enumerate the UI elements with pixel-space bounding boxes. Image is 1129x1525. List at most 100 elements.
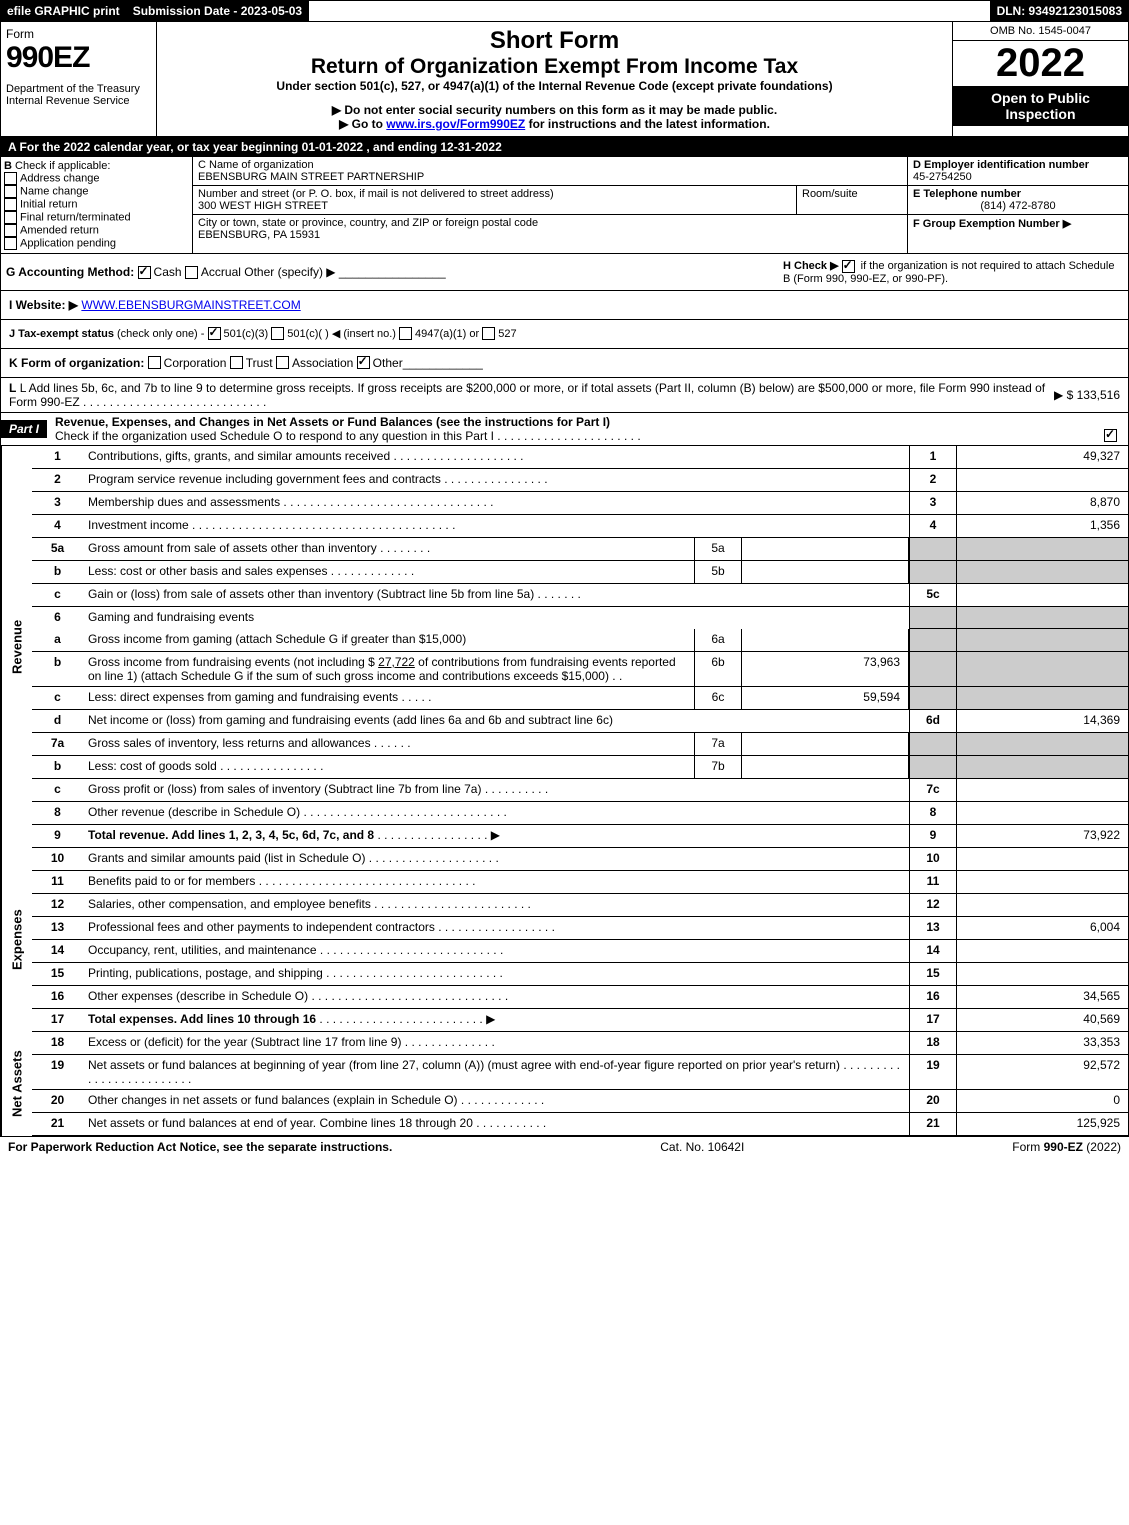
section-k: K Form of organization: Corporation Trus… bbox=[0, 349, 1129, 378]
net-assets-side-label: Net Assets bbox=[1, 1032, 32, 1136]
checkbox-address-change[interactable] bbox=[4, 172, 17, 185]
line-6b-value: 73,963 bbox=[742, 652, 909, 686]
line-18: 18 Excess or (deficit) for the year (Sub… bbox=[32, 1032, 1129, 1055]
line-12: 12 Salaries, other compensation, and emp… bbox=[32, 894, 1129, 917]
line-7c-value bbox=[957, 779, 1128, 801]
line-7b-value bbox=[742, 756, 909, 778]
section-l: L L Add lines 5b, 6c, and 7b to line 9 t… bbox=[0, 378, 1129, 413]
line-3-value: 8,870 bbox=[957, 492, 1128, 514]
line-21: 21 Net assets or fund balances at end of… bbox=[32, 1113, 1129, 1136]
line-8-value bbox=[957, 802, 1128, 824]
checkbox-501c[interactable] bbox=[271, 327, 284, 340]
line-6c-value: 59,594 bbox=[742, 687, 909, 709]
line-7c: c Gross profit or (loss) from sales of i… bbox=[32, 779, 1129, 802]
spacer bbox=[309, 1, 990, 21]
dln: DLN: 93492123015083 bbox=[991, 1, 1128, 21]
room-suite: Room/suite bbox=[796, 186, 907, 215]
line-5b-value bbox=[742, 561, 909, 583]
checkbox-schedule-o[interactable] bbox=[1104, 429, 1117, 442]
line-6c: c Less: direct expenses from gaming and … bbox=[32, 687, 1129, 710]
footer-center: Cat. No. 10642I bbox=[660, 1140, 744, 1154]
line-14-value bbox=[957, 940, 1128, 962]
line-4: 4 Investment income . . . . . . . . . . … bbox=[32, 515, 1129, 538]
line-1-value: 49,327 bbox=[957, 446, 1128, 468]
checkbox-4947[interactable] bbox=[399, 327, 412, 340]
line-14: 14 Occupancy, rent, utilities, and maint… bbox=[32, 940, 1129, 963]
expenses-side-label: Expenses bbox=[1, 848, 32, 1032]
footer-left: For Paperwork Reduction Act Notice, see … bbox=[8, 1140, 392, 1154]
footer: For Paperwork Reduction Act Notice, see … bbox=[0, 1136, 1129, 1157]
section-j: J Tax-exempt status (check only one) - 5… bbox=[0, 320, 1129, 349]
section-gh: G Accounting Method: Cash Accrual Other … bbox=[0, 254, 1129, 291]
expenses-section: Expenses 10 Grants and similar amounts p… bbox=[0, 848, 1129, 1032]
irs-link[interactable]: www.irs.gov/Form990EZ bbox=[386, 117, 525, 131]
line-8: 8 Other revenue (describe in Schedule O)… bbox=[32, 802, 1129, 825]
footer-right: Form 990-EZ (2022) bbox=[1012, 1140, 1121, 1154]
line-19-value: 92,572 bbox=[957, 1055, 1128, 1089]
street: 300 WEST HIGH STREET bbox=[198, 200, 328, 212]
line-2-value bbox=[957, 469, 1128, 491]
line-6: 6 Gaming and fundraising events bbox=[32, 607, 1129, 629]
section-def: D Employer identification number 45-2754… bbox=[908, 157, 1128, 253]
line-6d-value: 14,369 bbox=[957, 710, 1128, 732]
revenue-section: Revenue 1 Contributions, gifts, grants, … bbox=[0, 446, 1129, 848]
line-21-value: 125,925 bbox=[957, 1113, 1128, 1135]
line-1: 1 Contributions, gifts, grants, and simi… bbox=[32, 446, 1129, 469]
line-12-value bbox=[957, 894, 1128, 916]
line-16: 16 Other expenses (describe in Schedule … bbox=[32, 986, 1129, 1009]
checkbox-other-org[interactable] bbox=[357, 356, 370, 369]
omb-number: OMB No. 1545-0047 bbox=[953, 22, 1128, 41]
line-6a-value bbox=[742, 629, 909, 651]
city-state-zip: EBENSBURG, PA 15931 bbox=[198, 229, 320, 241]
group-exemption: F Group Exemption Number ▶ bbox=[913, 218, 1071, 230]
line-10-value bbox=[957, 848, 1128, 870]
line-5a: 5a Gross amount from sale of assets othe… bbox=[32, 538, 1129, 561]
line-7a-value bbox=[742, 733, 909, 755]
line-7a: 7a Gross sales of inventory, less return… bbox=[32, 733, 1129, 756]
checkbox-association[interactable] bbox=[276, 356, 289, 369]
telephone: (814) 472-8780 bbox=[913, 200, 1123, 212]
checkbox-527[interactable] bbox=[482, 327, 495, 340]
line-4-value: 1,356 bbox=[957, 515, 1128, 537]
checkbox-schedule-b[interactable] bbox=[842, 260, 855, 273]
checkbox-corporation[interactable] bbox=[148, 356, 161, 369]
line-20: 20 Other changes in net assets or fund b… bbox=[32, 1090, 1129, 1113]
line-15-value bbox=[957, 963, 1128, 985]
line-7b: b Less: cost of goods sold . . . . . . .… bbox=[32, 756, 1129, 779]
form-header: Form 990EZ Department of the Treasury In… bbox=[0, 22, 1129, 137]
note-link: ▶ Go to www.irs.gov/Form990EZ for instru… bbox=[162, 117, 947, 131]
line-16-value: 34,565 bbox=[957, 986, 1128, 1008]
line-20-value: 0 bbox=[957, 1090, 1128, 1112]
line-15: 15 Printing, publications, postage, and … bbox=[32, 963, 1129, 986]
checkbox-501c3[interactable] bbox=[208, 327, 221, 340]
checkbox-accrual[interactable] bbox=[185, 266, 198, 279]
checkbox-final-return[interactable] bbox=[4, 211, 17, 224]
line-3: 3 Membership dues and assessments . . . … bbox=[32, 492, 1129, 515]
org-name: EBENSBURG MAIN STREET PARTNERSHIP bbox=[198, 171, 424, 183]
line-6b: b Gross income from fundraising events (… bbox=[32, 652, 1129, 687]
note-ssn: ▶ Do not enter social security numbers o… bbox=[162, 103, 947, 117]
line-5c: c Gain or (loss) from sale of assets oth… bbox=[32, 584, 1129, 607]
website-link[interactable]: WWW.EBENSBURGMAINSTREET.COM bbox=[81, 298, 300, 312]
checkbox-name-change[interactable] bbox=[4, 185, 17, 198]
header-right: OMB No. 1545-0047 2022 Open to Public In… bbox=[952, 22, 1128, 136]
line-11: 11 Benefits paid to or for members . . .… bbox=[32, 871, 1129, 894]
checkbox-trust[interactable] bbox=[230, 356, 243, 369]
line-9: 9 Total revenue. Add lines 1, 2, 3, 4, 5… bbox=[32, 825, 1129, 848]
line-13-value: 6,004 bbox=[957, 917, 1128, 939]
line-9-value: 73,922 bbox=[957, 825, 1128, 847]
section-bcd: B Check if applicable: Address change Na… bbox=[0, 157, 1129, 254]
line-13: 13 Professional fees and other payments … bbox=[32, 917, 1129, 940]
form-number: 990EZ bbox=[6, 41, 151, 75]
gross-receipts: ▶ $ 133,516 bbox=[1054, 388, 1120, 402]
header-center: Short Form Return of Organization Exempt… bbox=[157, 22, 952, 136]
checkbox-initial-return[interactable] bbox=[4, 198, 17, 211]
line-6a: a Gross income from gaming (attach Sched… bbox=[32, 629, 1129, 652]
checkbox-application-pending[interactable] bbox=[4, 237, 17, 250]
line-5b: b Less: cost or other basis and sales ex… bbox=[32, 561, 1129, 584]
section-a: A For the 2022 calendar year, or tax yea… bbox=[0, 137, 1129, 157]
net-assets-section: Net Assets 18 Excess or (deficit) for th… bbox=[0, 1032, 1129, 1136]
checkbox-amended-return[interactable] bbox=[4, 224, 17, 237]
checkbox-cash[interactable] bbox=[138, 266, 151, 279]
ein: 45-2754250 bbox=[913, 171, 972, 183]
